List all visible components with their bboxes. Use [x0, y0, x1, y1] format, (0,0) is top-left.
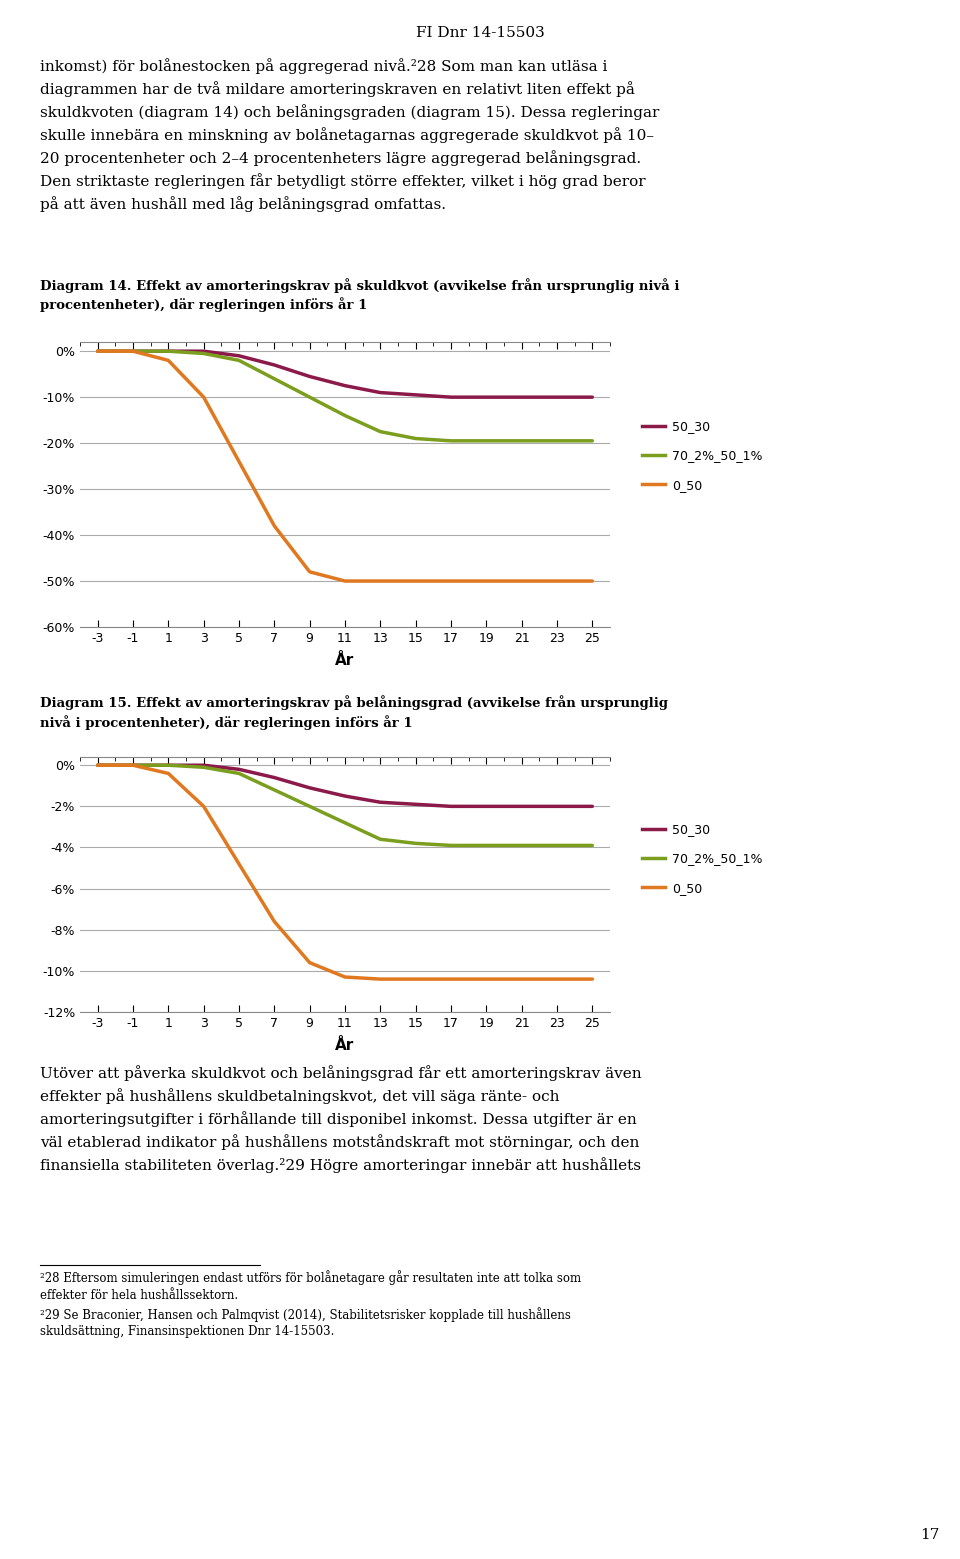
Text: 17: 17 — [921, 1528, 940, 1542]
Legend: 50_30, 70_2%_50_1%, 0_50: 50_30, 70_2%_50_1%, 0_50 — [637, 818, 768, 900]
Text: inkomst) för bolånestocken på aggregerad nivå.²28 Som man kan utläsa i
diagramme: inkomst) för bolånestocken på aggregerad… — [40, 58, 660, 212]
Text: ²28 Eftersom simuleringen endast utförs för bolånetagare går resultaten inte att: ²28 Eftersom simuleringen endast utförs … — [40, 1271, 581, 1339]
Text: Utöver att påverka skuldkvot och belåningsgrad får ett amorteringskrav även
effe: Utöver att påverka skuldkvot och belånin… — [40, 1065, 641, 1172]
X-axis label: År: År — [335, 653, 354, 669]
Text: Diagram 15. Effekt av amorteringskrav på belåningsgrad (avvikelse från ursprungl: Diagram 15. Effekt av amorteringskrav på… — [40, 695, 668, 730]
Legend: 50_30, 70_2%_50_1%, 0_50: 50_30, 70_2%_50_1%, 0_50 — [637, 415, 768, 497]
Text: FI Dnr 14-15503: FI Dnr 14-15503 — [416, 27, 544, 41]
Text: Diagram 14. Effekt av amorteringskrav på skuldkvot (avvikelse från ursprunglig n: Diagram 14. Effekt av amorteringskrav på… — [40, 278, 680, 312]
X-axis label: År: År — [335, 1038, 354, 1054]
